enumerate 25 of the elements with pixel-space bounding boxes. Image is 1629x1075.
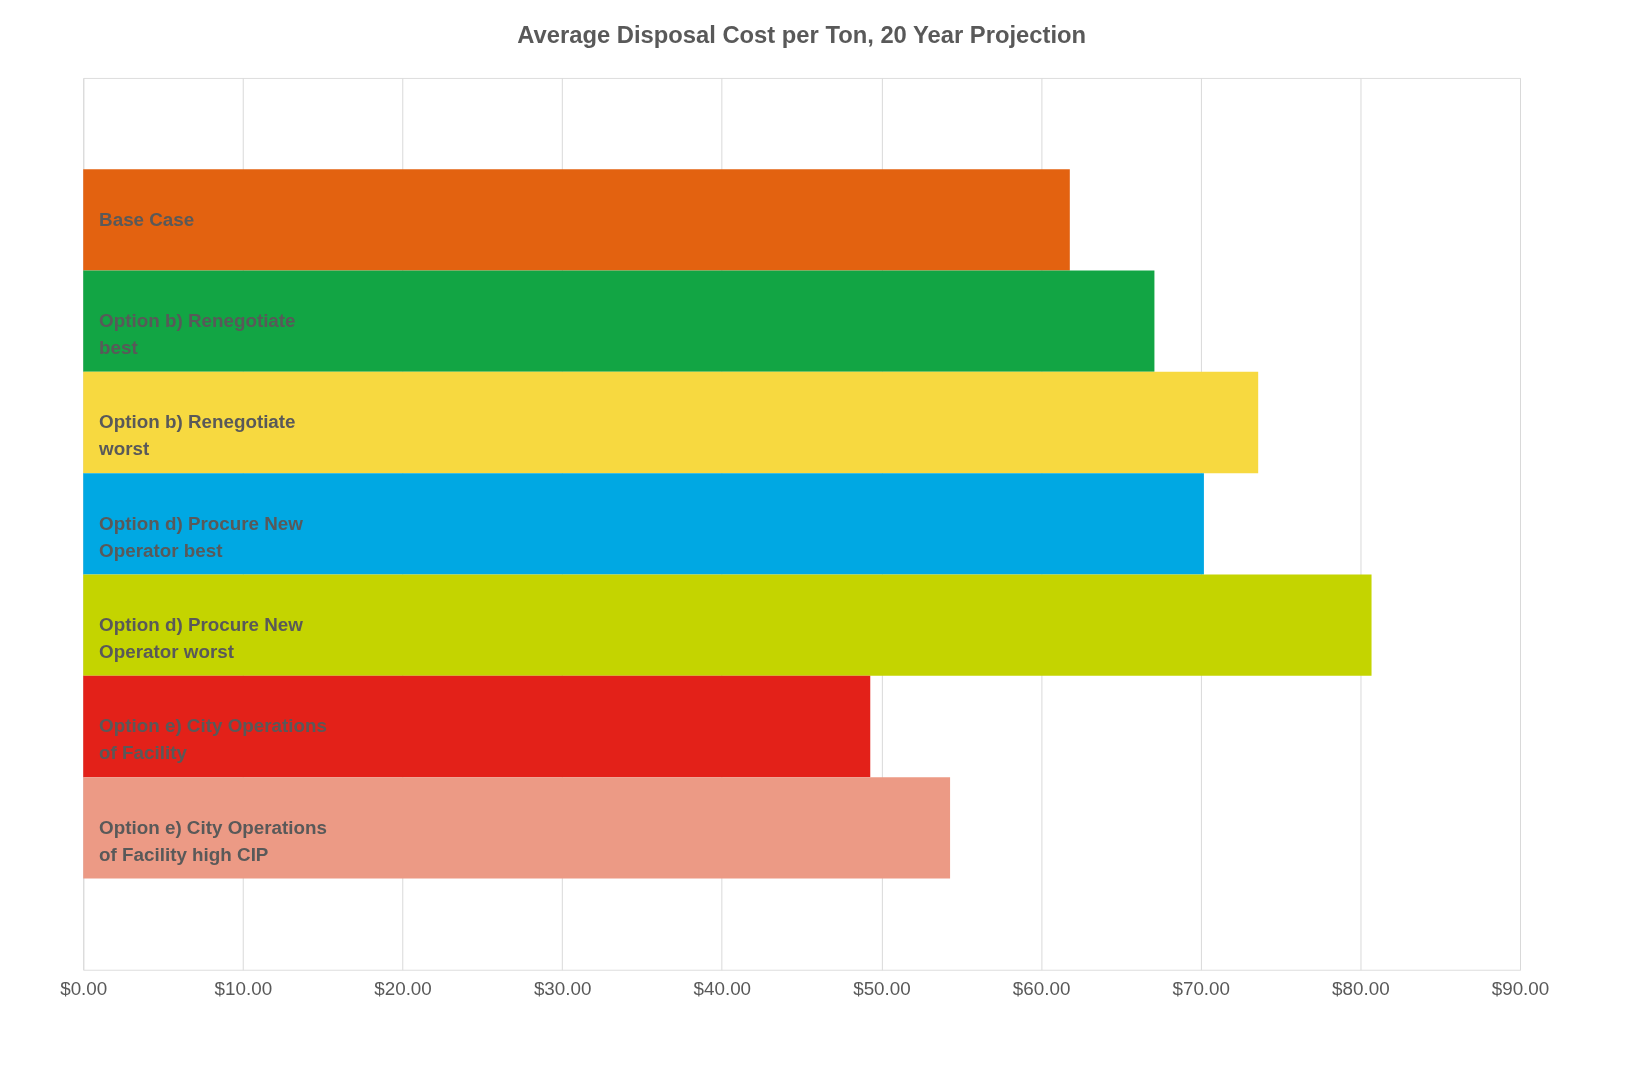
x-tick-label: $30.00 — [533, 978, 592, 999]
x-tick-label: $40.00 — [693, 978, 752, 999]
y-tick-label: Option e) City Operations of Facility high CIP — [99, 816, 327, 865]
y-tick-label: Option b) Renegotiate best — [99, 310, 296, 358]
y-tick-label: Option d) Procure New Operator worst — [99, 614, 304, 662]
y-tick-label: Option b) Renegotiate worst — [98, 411, 296, 460]
x-tick-label: $50.00 — [853, 978, 911, 999]
bar — [83, 371, 1259, 474]
x-tick-label: $0.00 — [60, 978, 108, 999]
x-tick-label: $20.00 — [374, 978, 432, 999]
bar — [83, 169, 1070, 271]
x-tick-label: $10.00 — [214, 978, 273, 999]
x-tick-label: $90.00 — [1491, 978, 1550, 999]
bar — [83, 473, 1204, 575]
x-tick-label: $60.00 — [1012, 978, 1071, 999]
x-tick-label: $80.00 — [1332, 978, 1390, 999]
bar — [83, 675, 871, 778]
chart-title: Average Disposal Cost per Ton, 20 Year Projection — [517, 21, 1087, 49]
x-tick-label: $70.00 — [1172, 978, 1230, 999]
bar — [83, 777, 951, 879]
y-tick-label: Option d) Procure New Operator best — [99, 512, 304, 561]
bar — [83, 270, 1155, 372]
bar — [83, 574, 1372, 676]
y-tick-label: Base Case — [99, 208, 195, 230]
y-tick-label: Option e) City Operations of Facility — [99, 715, 327, 764]
